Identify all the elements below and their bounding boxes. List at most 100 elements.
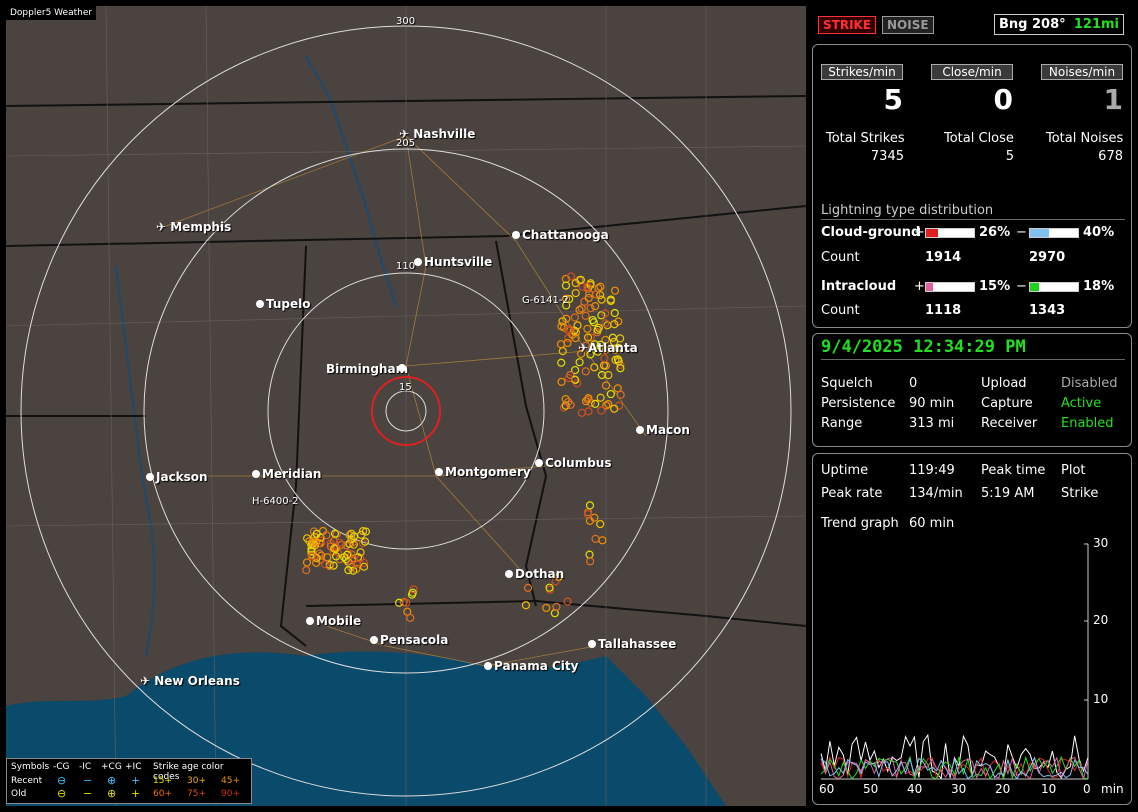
intracloud-label: Intracloud: [821, 279, 897, 294]
city-dothan: Dothan: [515, 567, 565, 581]
bearing-box: Bng 208° 121mi: [994, 14, 1124, 35]
range-value: 313 mi: [909, 416, 955, 431]
strike-marker: [545, 583, 554, 592]
trend-series: [820, 756, 1089, 780]
airport-icon: ✈: [156, 220, 171, 234]
strike-marker: [583, 333, 593, 342]
status-panel: 9/4/2025 12:34:29 PM Squelch 0 Upload Di…: [812, 333, 1132, 447]
strike-marker: [359, 562, 369, 571]
receiver-label: Receiver: [981, 416, 1038, 431]
y-tick: 20: [1093, 613, 1109, 627]
strike-marker: [565, 294, 574, 304]
peak-time-label: Peak time: [981, 463, 1046, 478]
strike-marker: [586, 350, 595, 359]
cg-neg-count: 2970: [1029, 250, 1066, 265]
strike-marker: [561, 281, 571, 290]
city-tallahassee: Tallahassee: [598, 637, 677, 651]
noise-toggle[interactable]: NOISE: [882, 16, 934, 34]
age-90: 90+: [221, 789, 240, 799]
strike-marker: [613, 384, 622, 393]
strike-marker: [307, 552, 316, 561]
strike-marker: [320, 560, 329, 569]
legend-age-label: Strike age color codes: [153, 762, 224, 782]
y-tick: 30: [1093, 536, 1109, 550]
city-panama-city: Panama City: [494, 659, 579, 673]
cg-pos-bar: [925, 228, 975, 238]
x-unit: min: [1101, 782, 1124, 796]
distribution-title: Lightning type distribution: [821, 203, 994, 218]
peak-time-value: 5:19 AM: [981, 486, 1035, 501]
age-30: 30+: [187, 776, 206, 786]
strikes-min-button[interactable]: Strikes/min: [821, 64, 903, 80]
strike-marker: [591, 302, 600, 311]
strike-marker: [331, 552, 341, 561]
strike-marker: [606, 389, 615, 399]
total-strikes-label: Total Strikes: [826, 131, 905, 146]
ic-pos-recent-icon: +: [131, 774, 141, 787]
stats-panel: Strikes/min Close/min Noises/min 5 0 1 T…: [812, 44, 1132, 328]
strike-marker: [610, 286, 620, 295]
strike-marker: [566, 272, 576, 281]
storm-cell-label[interactable]: G-6141-2: [522, 295, 569, 306]
roads: [156, 135, 647, 667]
cg-count-label: Count: [821, 250, 860, 265]
strike-marker: [597, 295, 606, 304]
strike-marker: [312, 529, 321, 538]
strike-marker: [601, 345, 610, 354]
age-15: 15+: [153, 776, 172, 786]
strike-marker: [577, 304, 586, 313]
x-tick: 10: [1041, 782, 1057, 796]
storm-cell-label[interactable]: H-6400-2: [252, 496, 299, 507]
close-min-value: 0: [993, 83, 1013, 116]
city-memphis: ✈ Memphis: [156, 220, 232, 234]
strike-marker: [562, 301, 571, 310]
radar-map[interactable]: Doppler5 Weather 300 205 110 15 ✈ Nashvi…: [6, 6, 806, 806]
ic-pos-fill: [926, 283, 934, 291]
plot-value[interactable]: Strike: [1061, 486, 1099, 501]
city-dot: [146, 473, 154, 481]
strike-marker: [594, 323, 603, 332]
strike-marker: [577, 408, 586, 417]
close-ring: [371, 376, 441, 446]
strike-marker: [542, 603, 551, 613]
noises-min-button[interactable]: Noises/min: [1041, 64, 1123, 80]
ring-label: 205: [396, 138, 416, 149]
ring-label: 110: [396, 261, 416, 272]
city-tupelo: Tupelo: [266, 297, 311, 311]
trend-graph-label: Trend graph: [821, 516, 899, 531]
strike-marker: [521, 601, 531, 610]
close-min-button[interactable]: Close/min: [931, 64, 1013, 80]
trend-panel: Uptime 119:49 Peak time Plot Peak rate 1…: [812, 453, 1132, 805]
cloud-ground-label: Cloud-ground: [821, 225, 921, 240]
strike-marker: [311, 537, 321, 547]
strike-toggle[interactable]: STRIKE: [818, 16, 877, 34]
strike-marker: [590, 340, 599, 349]
ic-count-label: Count: [821, 303, 860, 318]
strike-marker: [584, 407, 593, 416]
plot-label: Plot: [1061, 463, 1086, 478]
strike-marker: [585, 550, 594, 559]
legend-ic-neg: -IC: [79, 762, 92, 772]
strike-marker: [325, 561, 334, 571]
x-tick: 0: [1083, 782, 1091, 796]
strike-marker: [571, 279, 580, 288]
peak-rate-value: 134/min: [909, 486, 963, 501]
total-close-value: 5: [1005, 149, 1014, 164]
trend-series: [820, 756, 1089, 781]
strike-marker: [616, 390, 625, 399]
age-45: 45+: [221, 776, 240, 786]
strike-marker: [564, 373, 573, 383]
strike-marker: [596, 340, 605, 349]
strike-marker: [583, 510, 593, 519]
upload-value: Disabled: [1061, 376, 1118, 391]
strike-marker: [337, 540, 346, 549]
cg-neg-recent-icon: ⊖: [57, 774, 67, 787]
strike-marker: [581, 397, 591, 406]
cg-pos-count: 1914: [925, 250, 962, 265]
strike-marker: [349, 532, 359, 541]
city-dot: [370, 636, 378, 644]
ic-neg-recent-icon: −: [83, 774, 93, 787]
county-lines: [6, 6, 806, 806]
strike-marker: [604, 399, 613, 409]
strike-marker: [608, 333, 617, 342]
